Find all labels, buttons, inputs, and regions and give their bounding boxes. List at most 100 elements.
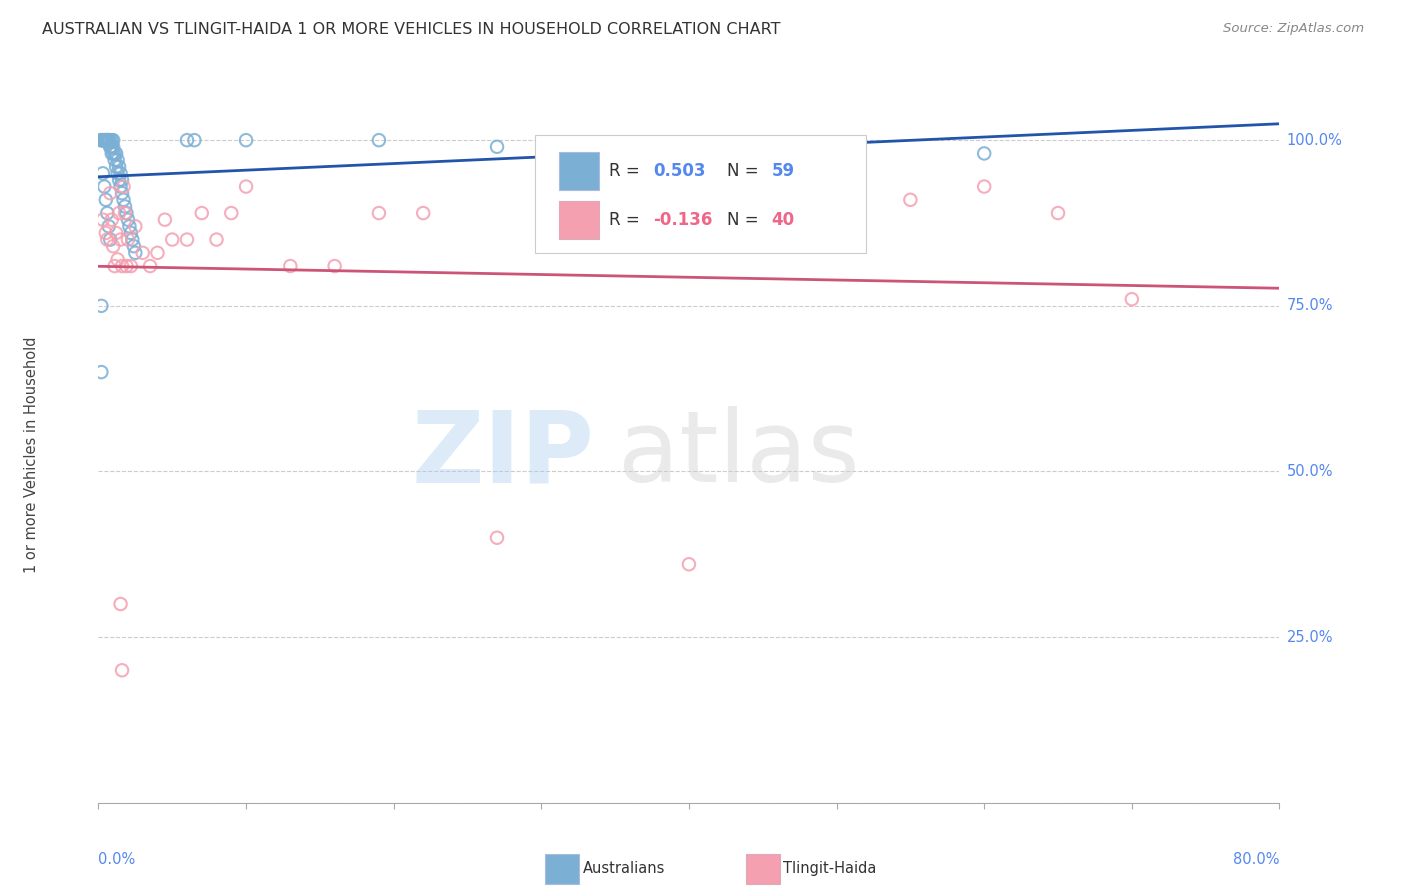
Text: N =: N =: [727, 211, 769, 229]
Point: [105, 146, 128, 161]
FancyBboxPatch shape: [560, 153, 599, 190]
Point: [98, 233, 121, 247]
Point: [115, 259, 138, 273]
Point: [98, 186, 121, 201]
Point: [486, 531, 509, 545]
Point: [973, 146, 995, 161]
Point: [96, 206, 118, 220]
Point: [120, 226, 142, 240]
Point: [219, 206, 243, 220]
Text: -0.136: -0.136: [654, 211, 713, 229]
Point: [91, 166, 114, 180]
Point: [98, 140, 121, 154]
Point: [90, 365, 112, 379]
Text: 0.0%: 0.0%: [98, 852, 135, 866]
Point: [678, 558, 700, 572]
Text: atlas: atlas: [619, 407, 859, 503]
Point: [368, 133, 391, 147]
Point: [100, 146, 122, 161]
Point: [117, 233, 139, 247]
FancyBboxPatch shape: [546, 854, 579, 884]
Point: [94, 133, 117, 147]
Point: [115, 206, 138, 220]
Point: [162, 233, 183, 247]
Point: [96, 133, 118, 147]
Point: [112, 193, 135, 207]
Point: [678, 140, 700, 154]
Point: [900, 193, 922, 207]
Point: [98, 133, 121, 147]
Text: 0.503: 0.503: [654, 162, 706, 180]
Point: [235, 179, 257, 194]
Point: [486, 140, 509, 154]
Point: [110, 179, 132, 194]
Point: [103, 140, 125, 154]
Point: [90, 133, 112, 147]
Point: [94, 133, 117, 147]
Point: [105, 160, 128, 174]
Point: [114, 206, 136, 220]
Point: [973, 179, 995, 194]
Text: 1 or more Vehicles in Household: 1 or more Vehicles in Household: [24, 336, 39, 574]
Text: 100.0%: 100.0%: [1286, 133, 1343, 148]
Text: AUSTRALIAN VS TLINGIT-HAIDA 1 OR MORE VEHICLES IN HOUSEHOLD CORRELATION CHART: AUSTRALIAN VS TLINGIT-HAIDA 1 OR MORE VE…: [42, 22, 780, 37]
Point: [1121, 292, 1143, 306]
Point: [103, 133, 125, 147]
Point: [121, 233, 143, 247]
Point: [205, 233, 228, 247]
Point: [103, 146, 125, 161]
Point: [183, 133, 205, 147]
Point: [104, 153, 127, 167]
Text: Australians: Australians: [582, 862, 665, 877]
Text: R =: R =: [609, 162, 650, 180]
Point: [120, 259, 142, 273]
Point: [90, 299, 112, 313]
Point: [1046, 206, 1069, 220]
Text: R =: R =: [609, 211, 644, 229]
Point: [111, 186, 134, 201]
Point: [110, 233, 132, 247]
Point: [124, 245, 146, 260]
Point: [412, 206, 434, 220]
Point: [235, 133, 257, 147]
Point: [107, 166, 129, 180]
Point: [124, 219, 146, 234]
Point: [96, 133, 118, 147]
Point: [98, 140, 121, 154]
Point: [323, 259, 346, 273]
Point: [146, 245, 169, 260]
Point: [191, 206, 214, 220]
Point: [100, 212, 122, 227]
Point: [108, 173, 131, 187]
Point: [107, 153, 129, 167]
Point: [96, 133, 118, 147]
Text: 80.0%: 80.0%: [1233, 852, 1279, 866]
Point: [104, 146, 127, 161]
Point: [111, 663, 134, 677]
Point: [100, 133, 122, 147]
Point: [97, 219, 120, 234]
Point: [93, 133, 115, 147]
Point: [368, 206, 391, 220]
Point: [111, 259, 134, 273]
Point: [94, 226, 117, 240]
Point: [91, 212, 114, 227]
FancyBboxPatch shape: [560, 202, 599, 239]
Text: Source: ZipAtlas.com: Source: ZipAtlas.com: [1223, 22, 1364, 36]
Point: [112, 179, 135, 194]
Point: [117, 212, 139, 227]
Point: [105, 226, 128, 240]
Point: [91, 133, 114, 147]
Point: [176, 133, 198, 147]
Point: [107, 252, 129, 267]
Point: [110, 597, 132, 611]
Text: 50.0%: 50.0%: [1286, 464, 1333, 479]
Text: 75.0%: 75.0%: [1286, 298, 1333, 313]
Point: [90, 133, 112, 147]
FancyBboxPatch shape: [745, 854, 780, 884]
Point: [122, 239, 145, 253]
Point: [153, 212, 176, 227]
Point: [97, 133, 120, 147]
Text: 59: 59: [772, 162, 794, 180]
Point: [108, 160, 131, 174]
